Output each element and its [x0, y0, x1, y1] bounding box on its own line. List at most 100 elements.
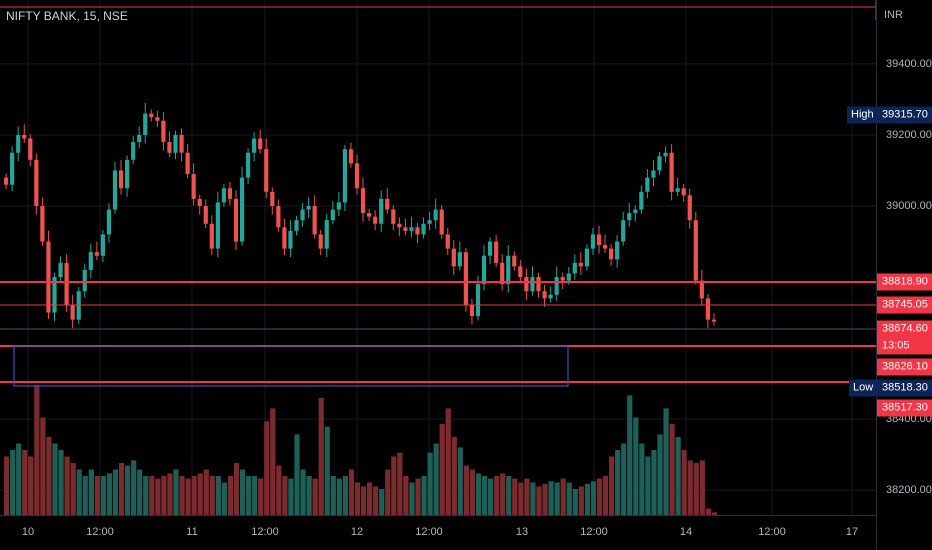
candle-body	[4, 177, 9, 185]
volume-bar	[112, 469, 119, 515]
candle-body	[125, 159, 130, 189]
candle-body	[137, 134, 142, 143]
candle-body	[300, 209, 305, 221]
volume-bar	[34, 385, 40, 515]
volume-bar	[131, 460, 137, 515]
volume-bar	[506, 476, 512, 515]
candle-body	[675, 188, 680, 192]
volume-bar	[475, 473, 482, 515]
candle-body	[596, 234, 602, 246]
volume-bar	[227, 476, 234, 515]
volume-bar	[342, 476, 348, 515]
time-tick-label: 14	[679, 526, 693, 538]
price-tick-label: 39000.00	[886, 200, 932, 212]
candle-body	[621, 220, 626, 242]
candle-body	[403, 227, 408, 231]
support-zone-box	[13, 345, 569, 387]
candle-body	[246, 152, 251, 178]
candle-body	[651, 170, 656, 178]
volume-bar	[58, 450, 64, 515]
volume-bar	[548, 481, 554, 515]
currency-label[interactable]: INR	[884, 9, 903, 21]
volume-bar	[94, 476, 100, 515]
volume-bar	[52, 443, 58, 515]
candle-body	[615, 241, 620, 260]
volume-bar	[542, 483, 548, 515]
candlesticks	[4, 103, 717, 329]
candle-body	[457, 252, 462, 267]
volume-bar	[711, 512, 718, 515]
volume-bar	[530, 482, 536, 515]
volume-bar	[596, 478, 603, 515]
candle-body	[699, 280, 704, 299]
volume-bar	[312, 478, 318, 515]
candle-body	[415, 227, 420, 235]
volume-bar	[409, 482, 415, 515]
volume-bar	[560, 478, 566, 515]
candle-body	[633, 209, 638, 214]
volume-bar	[197, 473, 203, 515]
volume-bar	[203, 469, 209, 515]
volume-bar	[385, 469, 391, 515]
volume-bar	[155, 478, 161, 515]
price-axis-divider	[876, 0, 877, 550]
volume-bar	[566, 482, 572, 515]
volume-bar	[70, 463, 76, 515]
candle-body	[711, 319, 717, 322]
last-price-label: 38674.60	[877, 320, 932, 338]
volume-bar	[518, 482, 524, 515]
volume-bar	[663, 408, 669, 515]
candle-body	[16, 134, 21, 153]
candle-body	[106, 209, 112, 235]
candle-body	[518, 266, 523, 278]
candle-body	[512, 255, 517, 267]
volume-bar	[125, 465, 131, 515]
volume-bar	[336, 478, 342, 515]
horizontal-levels	[0, 0, 877, 387]
candle-body	[276, 206, 281, 228]
volume-bar	[246, 476, 252, 515]
candle-body	[693, 220, 698, 281]
time-tick-label: 17	[845, 526, 859, 538]
candle-body	[705, 298, 710, 320]
candle-body	[348, 149, 354, 164]
volume-bar	[264, 421, 270, 515]
candle-body	[258, 138, 263, 150]
candle-body	[494, 241, 499, 263]
candle-body	[239, 177, 245, 242]
candle-body	[584, 248, 589, 267]
volume-bar	[391, 456, 397, 515]
candle-body	[439, 209, 444, 235]
price-tick-label: 39200.00	[886, 128, 932, 141]
candle-body	[367, 213, 372, 217]
high-price-label: 39315.70	[877, 106, 932, 124]
volume-bar	[500, 473, 506, 515]
volume-bar	[451, 437, 457, 515]
support-2-label: 38517.30	[877, 399, 932, 417]
candle-body	[548, 294, 553, 299]
time-tick-label: 12:00	[415, 526, 443, 538]
resistance-1-label: 38818.90	[877, 273, 932, 291]
volume-bar	[221, 482, 227, 515]
volume-bar	[602, 476, 609, 515]
candle-body	[445, 234, 450, 249]
high-tag: High	[847, 106, 878, 124]
volume-bar	[209, 476, 215, 515]
candle-body	[669, 152, 674, 192]
candle-body	[233, 198, 239, 242]
volume-bar	[494, 476, 500, 515]
volume-bar	[239, 469, 246, 515]
candle-body	[475, 284, 481, 317]
candle-body	[330, 209, 335, 221]
candle-body	[687, 195, 692, 221]
volume-bar	[161, 476, 167, 515]
volume-bar	[373, 486, 379, 515]
candle-body	[524, 277, 529, 292]
candle-body	[294, 220, 299, 231]
candle-body	[227, 188, 233, 199]
candle-body	[639, 191, 644, 210]
volume-bar	[590, 481, 597, 515]
candle-body	[270, 191, 275, 206]
volume-bar	[699, 460, 705, 515]
